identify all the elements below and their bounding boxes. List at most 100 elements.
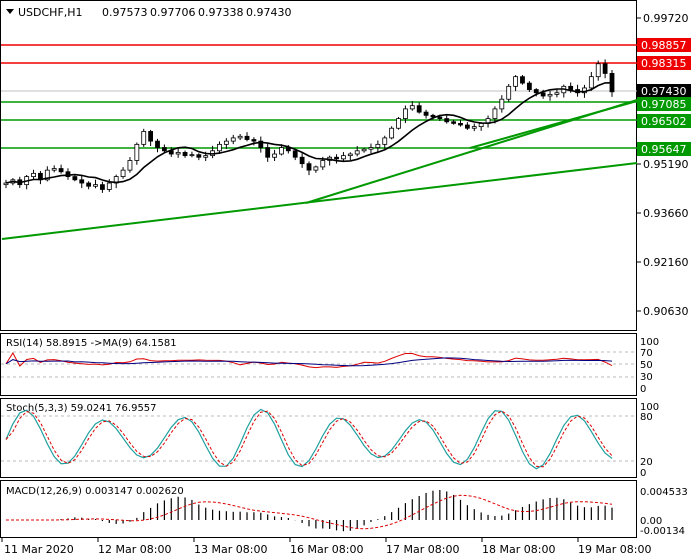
symbol-label: USDCHF,H1 — [18, 6, 83, 19]
current-price-tag — [637, 84, 691, 98]
price-tick: 0.90630 — [643, 305, 689, 318]
stoch-d-line — [5, 410, 613, 468]
ohlc-high: 0.97706 — [150, 6, 196, 19]
candle-body — [403, 108, 408, 119]
trend-line — [1, 162, 638, 240]
candle-body — [430, 114, 436, 118]
candle-body — [44, 169, 50, 181]
candle-body — [492, 108, 498, 119]
candle-body — [464, 124, 470, 129]
time-tick: 13 Mar 08:00 — [194, 543, 267, 556]
candle-body — [217, 143, 222, 152]
price-tag — [637, 142, 691, 156]
candle-body — [244, 135, 250, 140]
candle-body — [478, 123, 484, 128]
trend-line — [469, 100, 638, 149]
price-tag-label: 0.95647 — [641, 143, 687, 156]
ohlc-open: 0.97573 — [102, 6, 148, 19]
time-tick: 12 Mar 08:00 — [98, 543, 171, 556]
candle-body — [506, 85, 512, 100]
price-tag-label: 0.98857 — [641, 39, 687, 52]
moving-average-line — [5, 82, 613, 184]
candle-body — [396, 118, 401, 129]
time-tick: 17 Mar 08:00 — [386, 543, 459, 556]
candle-body — [409, 105, 415, 110]
candle-body — [237, 135, 243, 139]
rsi-label: RSI(14) 58.8915 ->MA(9) 64.1581 — [6, 338, 177, 349]
ohlc-close: 0.97430 — [246, 6, 292, 19]
candle-body — [196, 154, 202, 158]
time-tick: 16 Mar 08:00 — [290, 543, 363, 556]
price-axis: 0.99720 0.95190 0.93660 0.92160 0.90630 — [637, 12, 689, 318]
stoch-level: 80 — [640, 412, 653, 423]
macd-level: 0.00 — [640, 516, 662, 527]
rsi-panel: RSI(14) 58.8915 ->MA(9) 64.1581 100 70 5… — [1, 337, 659, 395]
candle-body — [265, 147, 271, 158]
candle-body — [513, 76, 518, 87]
price-tick: 0.99720 — [643, 12, 689, 25]
time-axis: 11 Mar 2020 12 Mar 08:00 13 Mar 08:00 16… — [1, 538, 651, 556]
candle-body — [547, 93, 553, 97]
rsi-panel-frame — [0, 333, 637, 396]
candle-body — [189, 154, 195, 157]
candle-body — [86, 182, 92, 187]
candle-body — [568, 85, 574, 90]
candle-body — [444, 118, 450, 123]
candle-body — [499, 98, 505, 110]
candle-body — [203, 155, 209, 158]
candle-body — [230, 137, 236, 142]
candle-body — [127, 160, 133, 171]
rsi-level: 100 — [640, 337, 659, 348]
macd-panel-frame — [0, 480, 637, 538]
candle-body — [51, 168, 57, 171]
candle-body — [155, 140, 160, 148]
macd-level: -0.00134 — [640, 526, 685, 537]
candle-body — [65, 171, 71, 177]
candle-body — [595, 63, 601, 78]
candle-body — [602, 63, 608, 74]
stoch-k-line — [5, 408, 613, 470]
candle-body — [588, 76, 594, 89]
candle-body — [313, 166, 319, 171]
candle-body — [134, 143, 140, 161]
symbol-dropdown-icon[interactable] — [6, 9, 14, 14]
candle-body — [100, 184, 105, 190]
candle-body — [520, 76, 525, 84]
macd-histogram — [60, 490, 613, 532]
time-tick: 11 Mar 2020 — [4, 543, 74, 556]
candle-body — [175, 152, 181, 155]
candle-body — [148, 131, 154, 142]
candle-body — [354, 150, 360, 155]
candle-body — [533, 89, 539, 94]
price-tick: 0.92160 — [643, 256, 689, 269]
rsi-line — [5, 352, 613, 369]
stoch-level: 0 — [640, 468, 646, 479]
candle-body — [299, 156, 305, 165]
rsi-ma-line — [5, 357, 613, 367]
candle-body — [368, 147, 374, 150]
candle-body — [341, 155, 346, 160]
macd-level: 0.004533 — [640, 487, 688, 498]
candle-body — [279, 147, 284, 155]
candle-body — [554, 92, 560, 95]
candle-body — [375, 143, 381, 148]
candle-body — [320, 160, 326, 168]
level-lines — [1, 44, 637, 149]
candle-body — [361, 148, 367, 152]
candle-body — [423, 111, 429, 116]
candle-body — [458, 123, 463, 126]
candle-body — [526, 82, 532, 90]
candle-body — [72, 176, 78, 181]
trend-lines — [1, 99, 638, 240]
time-tick: 19 Mar 08:00 — [578, 543, 651, 556]
candle-body — [3, 182, 9, 186]
price-tag-label: 0.97085 — [641, 98, 687, 111]
candle-body — [31, 172, 36, 177]
candle-body — [272, 153, 277, 158]
price-tick: 0.95190 — [643, 158, 689, 171]
current-price-label: 0.97430 — [641, 85, 687, 98]
candle-body — [106, 182, 112, 190]
candle-body — [120, 169, 126, 177]
price-tags: 0.98857 0.98315 0.97430 0.97085 0.96502 … — [637, 38, 691, 156]
